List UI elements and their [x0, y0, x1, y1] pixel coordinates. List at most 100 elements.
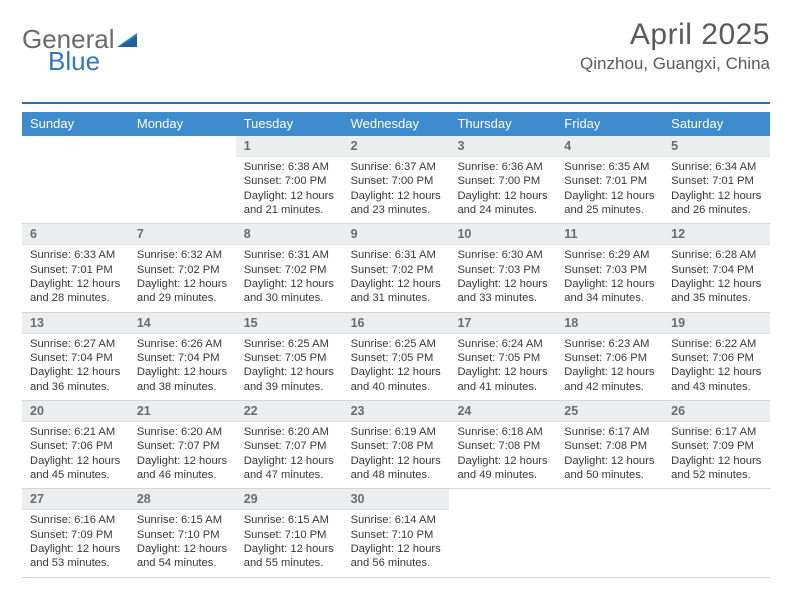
sunset-text: Sunset: 7:10 PM — [244, 528, 337, 542]
title-block: April 2025 Qinzhou, Guangxi, China — [580, 18, 770, 74]
daylight-text: Daylight: 12 hours and 41 minutes. — [457, 365, 550, 394]
calendar-week: 20Sunrise: 6:21 AMSunset: 7:06 PMDayligh… — [22, 401, 770, 489]
sunset-text: Sunset: 7:06 PM — [671, 351, 764, 365]
sunset-text: Sunset: 7:10 PM — [137, 528, 230, 542]
cell-body: Sunrise: 6:16 AMSunset: 7:09 PMDaylight:… — [22, 510, 129, 572]
date-number: 20 — [22, 401, 129, 422]
sunrise-text: Sunrise: 6:25 AM — [351, 337, 444, 351]
sunset-text: Sunset: 7:06 PM — [564, 351, 657, 365]
daylight-text: Daylight: 12 hours and 35 minutes. — [671, 277, 764, 306]
sunset-text: Sunset: 7:05 PM — [351, 351, 444, 365]
daylight-text: Daylight: 12 hours and 29 minutes. — [137, 277, 230, 306]
daylight-text: Daylight: 12 hours and 23 minutes. — [351, 189, 444, 218]
sunrise-text: Sunrise: 6:17 AM — [564, 425, 657, 439]
calendar-cell: 5Sunrise: 6:34 AMSunset: 7:01 PMDaylight… — [663, 136, 770, 224]
cell-body: Sunrise: 6:37 AMSunset: 7:00 PMDaylight:… — [343, 157, 450, 219]
date-number: 17 — [449, 313, 556, 334]
sunset-text: Sunset: 7:08 PM — [351, 439, 444, 453]
calendar-cell: 16Sunrise: 6:25 AMSunset: 7:05 PMDayligh… — [343, 313, 450, 401]
date-number: 9 — [343, 224, 450, 245]
calendar-week: 27Sunrise: 6:16 AMSunset: 7:09 PMDayligh… — [22, 489, 770, 577]
date-number: 30 — [343, 489, 450, 510]
daylight-text: Daylight: 12 hours and 36 minutes. — [30, 365, 123, 394]
calendar-cell: 6Sunrise: 6:33 AMSunset: 7:01 PMDaylight… — [22, 224, 129, 312]
sunrise-text: Sunrise: 6:16 AM — [30, 513, 123, 527]
date-number: 10 — [449, 224, 556, 245]
cell-body: Sunrise: 6:28 AMSunset: 7:04 PMDaylight:… — [663, 245, 770, 307]
sunset-text: Sunset: 7:02 PM — [137, 263, 230, 277]
accent-line — [22, 102, 770, 104]
sunrise-text: Sunrise: 6:36 AM — [457, 160, 550, 174]
cell-body: Sunrise: 6:15 AMSunset: 7:10 PMDaylight:… — [129, 510, 236, 572]
page-title: April 2025 — [580, 18, 770, 52]
sunset-text: Sunset: 7:04 PM — [671, 263, 764, 277]
date-number: 28 — [129, 489, 236, 510]
calendar-cell: 23Sunrise: 6:19 AMSunset: 7:08 PMDayligh… — [343, 401, 450, 489]
daylight-text: Daylight: 12 hours and 24 minutes. — [457, 189, 550, 218]
calendar-cell: 1Sunrise: 6:38 AMSunset: 7:00 PMDaylight… — [236, 136, 343, 224]
cell-body: Sunrise: 6:35 AMSunset: 7:01 PMDaylight:… — [556, 157, 663, 219]
calendar-cell: 12Sunrise: 6:28 AMSunset: 7:04 PMDayligh… — [663, 224, 770, 312]
sunset-text: Sunset: 7:05 PM — [457, 351, 550, 365]
date-number: 8 — [236, 224, 343, 245]
date-number: 16 — [343, 313, 450, 334]
sunset-text: Sunset: 7:01 PM — [564, 174, 657, 188]
calendar: SundayMondayTuesdayWednesdayThursdayFrid… — [22, 112, 770, 578]
calendar-cell: 19Sunrise: 6:22 AMSunset: 7:06 PMDayligh… — [663, 313, 770, 401]
sunrise-text: Sunrise: 6:29 AM — [564, 248, 657, 262]
sunrise-text: Sunrise: 6:37 AM — [351, 160, 444, 174]
sunset-text: Sunset: 7:00 PM — [457, 174, 550, 188]
sunrise-text: Sunrise: 6:38 AM — [244, 160, 337, 174]
calendar-cell: 14Sunrise: 6:26 AMSunset: 7:04 PMDayligh… — [129, 313, 236, 401]
calendar-cell: 18Sunrise: 6:23 AMSunset: 7:06 PMDayligh… — [556, 313, 663, 401]
daylight-text: Daylight: 12 hours and 31 minutes. — [351, 277, 444, 306]
sunrise-text: Sunrise: 6:15 AM — [244, 513, 337, 527]
day-header: Monday — [129, 112, 236, 136]
cell-body: Sunrise: 6:17 AMSunset: 7:09 PMDaylight:… — [663, 422, 770, 484]
daylight-text: Daylight: 12 hours and 55 minutes. — [244, 542, 337, 571]
cell-body: Sunrise: 6:25 AMSunset: 7:05 PMDaylight:… — [343, 334, 450, 396]
date-number: 23 — [343, 401, 450, 422]
date-number: 3 — [449, 136, 556, 157]
sunset-text: Sunset: 7:04 PM — [30, 351, 123, 365]
day-header: Friday — [556, 112, 663, 136]
date-number: 15 — [236, 313, 343, 334]
date-number: 19 — [663, 313, 770, 334]
page-subtitle: Qinzhou, Guangxi, China — [580, 54, 770, 74]
sunrise-text: Sunrise: 6:22 AM — [671, 337, 764, 351]
sunrise-text: Sunrise: 6:31 AM — [244, 248, 337, 262]
sunset-text: Sunset: 7:10 PM — [351, 528, 444, 542]
daylight-text: Daylight: 12 hours and 50 minutes. — [564, 454, 657, 483]
calendar-cell: 0xxx — [556, 489, 663, 577]
sunrise-text: Sunrise: 6:23 AM — [564, 337, 657, 351]
date-number: 6 — [22, 224, 129, 245]
daylight-text: Daylight: 12 hours and 49 minutes. — [457, 454, 550, 483]
day-header-row: SundayMondayTuesdayWednesdayThursdayFrid… — [22, 112, 770, 136]
sunset-text: Sunset: 7:04 PM — [137, 351, 230, 365]
sunset-text: Sunset: 7:07 PM — [137, 439, 230, 453]
calendar-cell: 24Sunrise: 6:18 AMSunset: 7:08 PMDayligh… — [449, 401, 556, 489]
sunrise-text: Sunrise: 6:18 AM — [457, 425, 550, 439]
daylight-text: Daylight: 12 hours and 56 minutes. — [351, 542, 444, 571]
daylight-text: Daylight: 12 hours and 39 minutes. — [244, 365, 337, 394]
calendar-week: 0xxx0xxx1Sunrise: 6:38 AMSunset: 7:00 PM… — [22, 136, 770, 224]
calendar-cell: 21Sunrise: 6:20 AMSunset: 7:07 PMDayligh… — [129, 401, 236, 489]
calendar-cell: 10Sunrise: 6:30 AMSunset: 7:03 PMDayligh… — [449, 224, 556, 312]
calendar-page: General April 2025 Qinzhou, Guangxi, Chi… — [0, 0, 792, 588]
calendar-cell: 9Sunrise: 6:31 AMSunset: 7:02 PMDaylight… — [343, 224, 450, 312]
calendar-cell: 3 Sunrise: 6:36 AMSunset: 7:00 PMDaylight… — [449, 136, 556, 224]
sunrise-text: Sunrise: 6:35 AM — [564, 160, 657, 174]
cell-body: Sunrise: 6:34 AMSunset: 7:01 PMDaylight:… — [663, 157, 770, 219]
calendar-cell: 0xxx — [22, 136, 129, 224]
cell-body: Sunrise: 6:20 AMSunset: 7:07 PMDaylight:… — [236, 422, 343, 484]
date-number: 29 — [236, 489, 343, 510]
date-number: 4 — [556, 136, 663, 157]
daylight-text: Daylight: 12 hours and 45 minutes. — [30, 454, 123, 483]
date-number: 26 — [663, 401, 770, 422]
date-number: 13 — [22, 313, 129, 334]
date-number: 11 — [556, 224, 663, 245]
calendar-cell: 4Sunrise: 6:35 AMSunset: 7:01 PMDaylight… — [556, 136, 663, 224]
date-number: 12 — [663, 224, 770, 245]
daylight-text: Daylight: 12 hours and 33 minutes. — [457, 277, 550, 306]
sunrise-text: Sunrise: 6:28 AM — [671, 248, 764, 262]
